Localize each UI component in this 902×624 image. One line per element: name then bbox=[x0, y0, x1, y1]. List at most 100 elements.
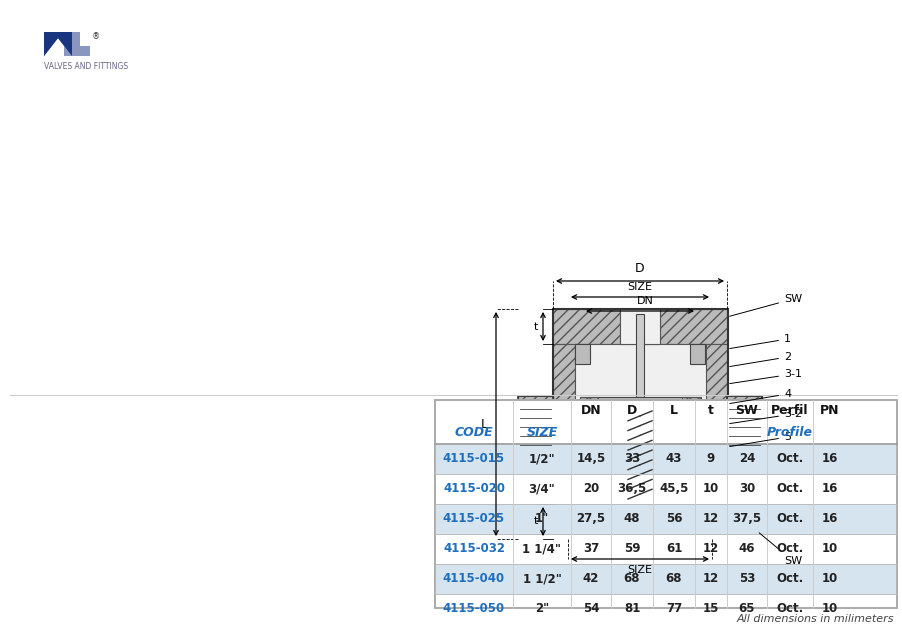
Text: 36,5: 36,5 bbox=[617, 482, 646, 495]
Text: 56: 56 bbox=[665, 512, 682, 525]
Text: D: D bbox=[626, 404, 637, 417]
Text: 10: 10 bbox=[821, 603, 837, 615]
Text: 81: 81 bbox=[623, 603, 640, 615]
Bar bbox=[575, 344, 589, 364]
Bar bbox=[435, 504, 896, 534]
Text: Oct.: Oct. bbox=[776, 572, 803, 585]
Text: 1/2": 1/2" bbox=[528, 452, 555, 466]
Text: Oct.: Oct. bbox=[776, 603, 803, 615]
Text: 16: 16 bbox=[821, 512, 837, 525]
Text: 12: 12 bbox=[702, 572, 718, 585]
Text: 1 1/4": 1 1/4" bbox=[522, 542, 561, 555]
Text: 33: 33 bbox=[623, 452, 640, 466]
Text: SW: SW bbox=[735, 404, 758, 417]
Bar bbox=[681, 397, 699, 411]
Text: 27,5: 27,5 bbox=[575, 512, 605, 525]
Text: 10: 10 bbox=[702, 482, 718, 495]
Text: SW: SW bbox=[729, 294, 801, 316]
Text: 3-1: 3-1 bbox=[729, 369, 801, 384]
Text: 10: 10 bbox=[821, 542, 837, 555]
Text: 43: 43 bbox=[665, 452, 681, 466]
Text: 30: 30 bbox=[738, 482, 754, 495]
Bar bbox=[726, 396, 761, 451]
Bar bbox=[552, 309, 727, 539]
Text: 46: 46 bbox=[738, 542, 754, 555]
Text: 20: 20 bbox=[582, 482, 598, 495]
Text: DN: DN bbox=[636, 296, 653, 306]
Bar bbox=[435, 564, 896, 594]
Text: 3-2: 3-2 bbox=[729, 409, 801, 424]
Text: All dimensions in milimeters: All dimensions in milimeters bbox=[736, 614, 893, 624]
Text: SIZE: SIZE bbox=[627, 565, 652, 575]
Polygon shape bbox=[44, 32, 72, 56]
Text: 59: 59 bbox=[623, 542, 640, 555]
Bar bbox=[579, 397, 597, 411]
Bar bbox=[575, 344, 705, 504]
Bar bbox=[552, 344, 575, 504]
Text: 1 1/2": 1 1/2" bbox=[522, 572, 561, 585]
Text: ®: ® bbox=[92, 32, 100, 41]
Text: 37: 37 bbox=[582, 542, 598, 555]
Polygon shape bbox=[64, 32, 90, 56]
Text: 45,5: 45,5 bbox=[658, 482, 688, 495]
Bar bbox=[435, 444, 896, 474]
Text: 54: 54 bbox=[582, 603, 599, 615]
Text: L: L bbox=[669, 404, 677, 417]
Text: 4115-040: 4115-040 bbox=[443, 572, 504, 585]
Text: 68: 68 bbox=[665, 572, 682, 585]
Text: CODE: CODE bbox=[455, 426, 492, 439]
Text: Oct.: Oct. bbox=[776, 542, 803, 555]
Text: SIZE: SIZE bbox=[627, 282, 652, 292]
Bar bbox=[552, 309, 620, 344]
Bar bbox=[620, 504, 659, 539]
Text: VALVES AND FITTINGS: VALVES AND FITTINGS bbox=[44, 62, 128, 71]
Text: 37,5: 37,5 bbox=[732, 512, 760, 525]
Bar bbox=[726, 396, 761, 451]
Text: 42: 42 bbox=[582, 572, 599, 585]
Text: 15: 15 bbox=[702, 603, 718, 615]
Text: 4115-050: 4115-050 bbox=[443, 603, 504, 615]
Bar bbox=[518, 396, 552, 451]
Text: 5: 5 bbox=[729, 432, 790, 447]
Text: t: t bbox=[533, 517, 538, 527]
Text: 14,5: 14,5 bbox=[575, 452, 605, 466]
Text: t: t bbox=[533, 321, 538, 331]
Text: 12: 12 bbox=[702, 542, 718, 555]
Text: 4115-020: 4115-020 bbox=[443, 482, 504, 495]
Text: 10: 10 bbox=[821, 572, 837, 585]
Bar bbox=[659, 504, 726, 539]
Bar bbox=[689, 344, 704, 364]
Text: PN: PN bbox=[819, 404, 839, 417]
Text: SW: SW bbox=[759, 533, 801, 566]
Text: DN: DN bbox=[580, 404, 601, 417]
Text: 9: 9 bbox=[706, 452, 714, 466]
Text: 24: 24 bbox=[738, 452, 754, 466]
Text: Oct.: Oct. bbox=[776, 482, 803, 495]
Text: 3/4": 3/4" bbox=[528, 482, 555, 495]
Text: 12: 12 bbox=[702, 512, 718, 525]
Bar bbox=[579, 397, 700, 411]
Text: Oct.: Oct. bbox=[776, 452, 803, 466]
Text: 16: 16 bbox=[821, 452, 837, 466]
Text: Perfil: Perfil bbox=[770, 404, 808, 417]
Bar bbox=[435, 400, 896, 608]
Bar bbox=[552, 504, 620, 539]
Text: 48: 48 bbox=[623, 512, 640, 525]
Text: D: D bbox=[634, 262, 644, 275]
Text: 68: 68 bbox=[623, 572, 640, 585]
Text: 53: 53 bbox=[738, 572, 754, 585]
Bar bbox=[518, 396, 552, 451]
Text: 2": 2" bbox=[534, 603, 548, 615]
Bar bbox=[635, 314, 643, 534]
Text: 2: 2 bbox=[729, 352, 790, 366]
Text: L: L bbox=[481, 417, 487, 431]
Text: 77: 77 bbox=[665, 603, 681, 615]
Text: t: t bbox=[707, 404, 713, 417]
Text: 1: 1 bbox=[729, 334, 790, 349]
Text: 1": 1" bbox=[534, 512, 548, 525]
Text: 65: 65 bbox=[738, 603, 754, 615]
Polygon shape bbox=[44, 32, 72, 56]
Text: Profile: Profile bbox=[766, 426, 812, 439]
Text: Oct.: Oct. bbox=[776, 512, 803, 525]
Bar bbox=[620, 309, 659, 344]
